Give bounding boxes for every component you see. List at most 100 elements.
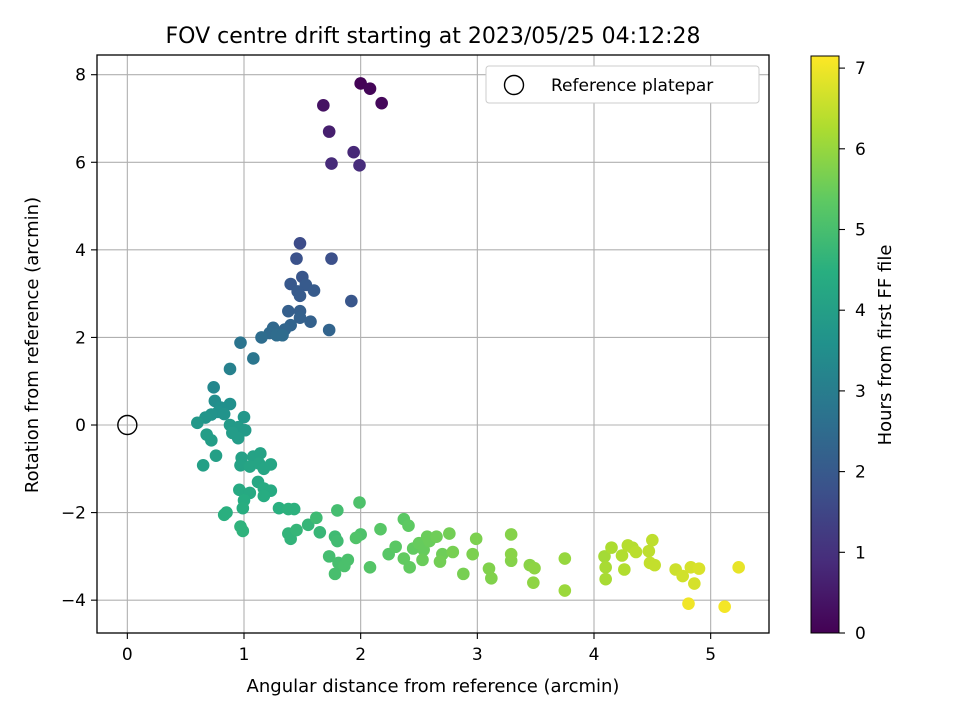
data-point: [234, 336, 247, 349]
data-point: [598, 550, 611, 563]
chart-title: FOV centre drift starting at 2023/05/25 …: [166, 24, 701, 49]
data-point: [599, 561, 612, 574]
data-point: [732, 561, 745, 574]
data-point: [341, 553, 355, 567]
data-point: [433, 555, 447, 568]
reference-platepar-marker: [117, 414, 138, 436]
colorbar-gradient: [810, 55, 840, 634]
data-point: [618, 563, 631, 576]
data-point: [642, 544, 656, 558]
legend-reference-marker: [503, 74, 525, 96]
data-point: [374, 522, 387, 536]
data-points: [191, 77, 745, 614]
data-point: [466, 547, 479, 561]
y-tick-label: −4: [61, 591, 86, 611]
data-point: [236, 501, 250, 515]
data-point: [353, 159, 366, 172]
data-point: [345, 294, 358, 308]
data-point: [293, 311, 307, 325]
data-point: [629, 545, 643, 559]
data-point: [317, 99, 330, 112]
data-point: [196, 458, 210, 472]
data-point: [692, 562, 706, 575]
y-axis: −4 −2 0 2 4 6 8: [61, 66, 97, 611]
x-tick-label: 0: [122, 645, 133, 665]
data-point: [272, 501, 286, 515]
data-point: [231, 431, 245, 445]
data-point: [236, 524, 250, 538]
data-point: [615, 549, 629, 562]
data-point: [282, 304, 295, 318]
data-point: [209, 449, 223, 462]
y-tick-label: −2: [61, 504, 86, 524]
data-point: [307, 284, 321, 297]
data-point: [310, 511, 323, 525]
x-tick-label: 1: [239, 645, 250, 665]
data-point: [293, 236, 307, 250]
reference-marker-group: [117, 414, 138, 436]
data-point: [558, 584, 572, 597]
y-tick-label: 0: [75, 416, 86, 436]
y-tick-label: 2: [75, 328, 86, 348]
y-tick-label: 8: [75, 66, 86, 86]
legend: Reference platepar: [485, 65, 760, 104]
x-tick-label: 4: [589, 645, 600, 665]
data-point: [233, 483, 246, 497]
data-point: [205, 434, 218, 447]
data-point: [599, 572, 612, 586]
data-point: [217, 407, 231, 421]
data-point: [349, 531, 363, 545]
data-point: [255, 331, 268, 344]
data-point: [353, 496, 366, 509]
data-point: [257, 489, 271, 503]
data-point: [325, 252, 338, 265]
data-point: [237, 410, 251, 424]
colorbar-ticks: 0 1 2 3 4 5 6 7: [839, 59, 866, 644]
data-point: [304, 315, 317, 328]
data-point: [527, 576, 540, 589]
data-point: [313, 525, 327, 539]
data-point: [443, 527, 456, 540]
x-tick-label: 3: [472, 645, 483, 665]
data-point: [389, 540, 402, 554]
data-point: [217, 508, 231, 522]
data-point: [504, 528, 518, 541]
colorbar-tick-label: 3: [855, 382, 866, 402]
y-tick-label: 4: [75, 241, 86, 261]
legend-entry-reference: Reference platepar: [551, 76, 713, 96]
data-point: [290, 252, 303, 265]
x-tick-label: 2: [355, 645, 366, 665]
data-point: [191, 416, 204, 430]
data-point: [648, 558, 661, 572]
data-point: [287, 502, 301, 516]
data-point: [446, 545, 460, 559]
data-point: [234, 458, 247, 472]
data-point: [558, 552, 572, 565]
colorbar-tick-label: 4: [855, 301, 866, 321]
data-point: [402, 519, 415, 533]
data-point: [605, 541, 618, 554]
data-point: [688, 577, 701, 590]
data-point: [482, 562, 496, 575]
data-point: [363, 561, 377, 574]
colorbar: 0 1 2 3 4 5 6 7 Hours from first FF file: [810, 55, 896, 644]
colorbar-tick-label: 5: [855, 221, 866, 241]
plot-frame: [96, 54, 770, 634]
colorbar-label: Hours from first FF file: [875, 245, 896, 446]
data-point: [207, 381, 220, 394]
data-point: [293, 289, 307, 303]
data-point: [403, 561, 416, 574]
y-axis-label: Rotation from reference (arcmin): [22, 197, 43, 493]
data-point: [322, 125, 336, 138]
data-point: [254, 447, 267, 460]
data-point: [682, 597, 695, 610]
data-point: [331, 504, 344, 517]
data-point: [469, 532, 483, 546]
x-axis-label: Angular distance from reference (arcmin): [247, 676, 620, 697]
legend-box: [485, 65, 760, 104]
data-point: [718, 600, 731, 614]
x-axis: 0 1 2 3 4 5: [122, 633, 716, 665]
x-tick-label: 5: [705, 645, 716, 665]
data-point: [528, 561, 541, 575]
